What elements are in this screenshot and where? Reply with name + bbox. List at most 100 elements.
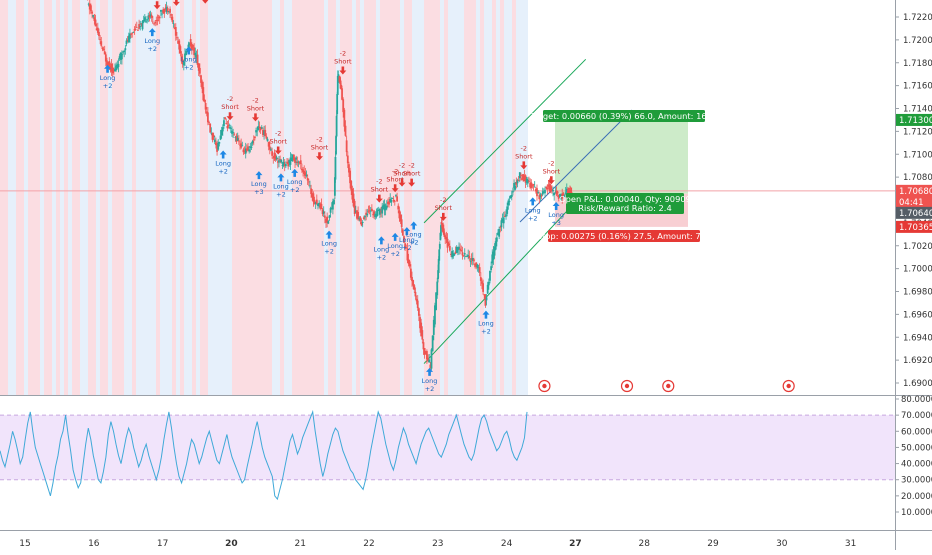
session-stripe	[524, 0, 528, 395]
long-label: Long	[287, 178, 303, 186]
session-stripe	[464, 0, 468, 395]
candle-body	[159, 17, 161, 19]
candle-body	[241, 145, 243, 146]
session-stripe	[144, 0, 148, 395]
session-stripe	[128, 0, 132, 395]
candle-body	[95, 20, 97, 27]
session-stripe	[408, 0, 412, 395]
target-zone	[555, 120, 688, 194]
short-count: -2	[408, 162, 414, 170]
session-stripe	[428, 0, 432, 395]
session-stripe	[156, 0, 160, 395]
candle-body	[395, 195, 397, 196]
candle-body	[267, 139, 269, 141]
long-count: +2	[290, 186, 300, 194]
candle-body	[511, 195, 513, 197]
candle-body	[520, 175, 522, 176]
candle-body	[226, 126, 228, 128]
time-tick-label: 28	[638, 539, 650, 549]
candle-body	[223, 120, 225, 126]
candle-body	[199, 68, 201, 74]
candle-body	[144, 17, 146, 20]
long-label: Long	[406, 230, 422, 238]
economic-event-dot	[786, 384, 790, 388]
candle-body	[176, 37, 178, 38]
session-stripe	[368, 0, 372, 395]
candle-body	[308, 182, 310, 183]
candle-body	[479, 267, 481, 272]
session-stripe	[224, 0, 228, 395]
candle-body	[254, 136, 256, 138]
candle-body	[142, 21, 144, 29]
candle-body	[98, 32, 100, 36]
session-stripe	[204, 0, 208, 395]
price-tick-label: 1.69600	[903, 310, 932, 320]
candle-body	[270, 149, 272, 150]
candle-body	[135, 29, 137, 30]
long-count: +2	[218, 168, 228, 176]
candle-body	[169, 9, 171, 13]
candle-body	[386, 206, 388, 209]
economic-event-dot	[542, 384, 546, 388]
candle-body	[123, 51, 125, 52]
candle-body	[306, 175, 308, 176]
price-tick-label: 1.71400	[903, 105, 932, 115]
session-stripe	[12, 0, 16, 395]
session-stripe	[92, 0, 96, 395]
session-stripe	[28, 0, 32, 395]
candle-body	[300, 160, 302, 164]
candle-body	[309, 186, 311, 187]
short-label: Short	[371, 186, 389, 194]
candle-body	[264, 130, 266, 136]
session-stripe	[36, 0, 40, 395]
candle-body	[224, 117, 226, 119]
candle-body	[171, 17, 173, 22]
candle-body	[256, 130, 258, 131]
candle-body	[102, 48, 104, 49]
session-stripe	[252, 0, 256, 395]
candle-body	[476, 264, 478, 267]
session-stripe	[484, 0, 488, 395]
oscillator-tick-label: 50.0000	[901, 443, 932, 453]
session-stripe	[500, 0, 504, 395]
candle-body	[238, 141, 240, 142]
long-label: Long	[215, 160, 231, 168]
candle-body	[278, 160, 280, 162]
session-stripe	[320, 0, 324, 395]
oscillator-tick-label: 20.0000	[901, 492, 932, 502]
candle-body	[436, 282, 438, 296]
price-tick-label: 1.72000	[903, 36, 932, 46]
candle-body	[229, 127, 231, 128]
candle-body	[271, 151, 273, 156]
oscillator-tick-label: 40.0000	[901, 460, 932, 470]
candle-body	[503, 217, 505, 223]
session-stripe	[476, 0, 480, 395]
candle-body	[333, 200, 335, 205]
session-stripe	[256, 0, 260, 395]
time-tick-label: 29	[707, 539, 719, 549]
session-stripe	[296, 0, 300, 395]
candle-body	[462, 252, 464, 255]
candle-body	[496, 237, 498, 241]
candle-body	[285, 164, 287, 166]
candle-body	[377, 210, 379, 216]
long-count: +3	[254, 188, 264, 196]
candle-body	[448, 244, 450, 246]
candle-body	[464, 253, 466, 255]
candle-body	[329, 215, 331, 218]
session-stripe	[228, 0, 232, 395]
candle-body	[402, 229, 404, 235]
candle-body	[397, 206, 399, 210]
candle-body	[152, 22, 154, 23]
alt-price-badge: 1.70640	[896, 207, 932, 219]
long-count: +2	[147, 45, 157, 53]
session-stripe	[88, 0, 92, 395]
candle-body	[489, 271, 491, 281]
candle-body	[468, 256, 470, 258]
candle-body	[363, 217, 365, 219]
candle-body	[139, 26, 141, 27]
candle-body	[360, 217, 362, 220]
candle-body	[154, 22, 156, 24]
candle-body	[418, 308, 420, 316]
oscillator-tick-label: 60.0000	[901, 427, 932, 437]
